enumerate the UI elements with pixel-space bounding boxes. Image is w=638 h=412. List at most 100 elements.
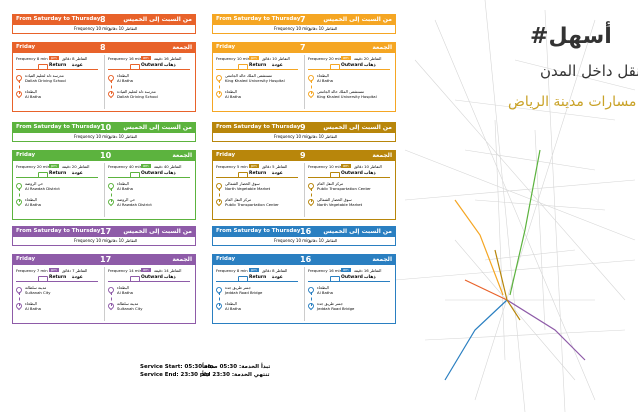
route-number: 9 bbox=[300, 123, 306, 132]
stop-en: North Vegetable Market bbox=[225, 186, 271, 191]
stop-ar: مركز النقل العام bbox=[317, 181, 344, 186]
direction-line bbox=[308, 281, 390, 282]
friday-number: 7 bbox=[300, 43, 306, 52]
weekday-freq-box bbox=[212, 133, 396, 142]
stop-ar: جسر طريق جدة bbox=[225, 285, 251, 290]
freq-badge: am bbox=[341, 55, 351, 60]
direction-en: Outward bbox=[341, 275, 363, 280]
stop-en: Al Rawdah District bbox=[117, 202, 152, 207]
friday-freq-en: Frequency 8 min bbox=[16, 56, 48, 61]
stop-link bbox=[310, 80, 312, 94]
friday-box bbox=[12, 53, 196, 112]
service-start: Service Start: 05:30 am bbox=[140, 364, 214, 370]
bus-icon bbox=[330, 172, 340, 178]
stop-ar: البطحاء bbox=[25, 197, 37, 202]
direction-ar: عودة bbox=[72, 171, 83, 176]
friday-ar: الجمعة bbox=[372, 256, 392, 263]
bus-icon bbox=[238, 172, 248, 178]
weekday-bar bbox=[12, 226, 196, 237]
friday-ar: الجمعة bbox=[172, 44, 192, 51]
friday-box bbox=[12, 265, 196, 324]
friday-freq-ar: التقاطر 16 دقيقة bbox=[154, 56, 182, 61]
stop-en: Al Batha bbox=[317, 290, 334, 295]
map bbox=[395, 0, 636, 412]
stop-ar: البطحاء bbox=[25, 89, 37, 94]
friday-ar: الجمعة bbox=[372, 44, 392, 51]
friday-freq-ar: التقاطر 16 دقيقة bbox=[354, 268, 382, 273]
divider bbox=[104, 55, 105, 109]
divider bbox=[104, 163, 105, 217]
direction-line bbox=[108, 69, 190, 70]
bus-icon bbox=[330, 64, 340, 70]
stop-en: Jeddah Road Bridge bbox=[225, 290, 263, 295]
stop-ar: البطحاء bbox=[317, 285, 329, 290]
freq-badge: pm bbox=[49, 267, 59, 272]
friday-number: 16 bbox=[300, 255, 312, 264]
weekday-ar: من السبت إلى الخميس bbox=[123, 124, 192, 131]
weekday-freq-box bbox=[12, 133, 196, 142]
stop-ar: جسر طريق جدة bbox=[317, 301, 343, 306]
stop-en: Al Batha bbox=[25, 306, 42, 311]
friday-freq-en: Frequency 14 min bbox=[108, 268, 143, 273]
friday-freq-en: Frequency 20 min bbox=[16, 164, 51, 169]
direction-line bbox=[308, 177, 390, 178]
direction-ar: عودة bbox=[272, 275, 283, 280]
weekday-en: From Saturday to Thursday bbox=[216, 124, 301, 130]
weekday-freq-en: Frequency 10 min bbox=[274, 134, 310, 139]
stop-link bbox=[18, 80, 20, 94]
weekday-freq-en: Frequency 10 min bbox=[274, 26, 310, 31]
service-end: Service End: 23:30 pm bbox=[140, 372, 210, 378]
stop-ar: البطحاء bbox=[317, 73, 329, 78]
freq-badge: pm bbox=[49, 163, 59, 168]
friday-freq-ar: التقاطر 8 دقائق bbox=[262, 268, 288, 273]
weekday-freq-box bbox=[12, 25, 196, 34]
weekday-bar bbox=[12, 122, 196, 133]
stop-ar: حي الروضة bbox=[25, 181, 44, 186]
route-number: 7 bbox=[300, 15, 306, 24]
friday-ar: الجمعة bbox=[372, 152, 392, 159]
direction-ar: ذهاب bbox=[164, 171, 176, 176]
stop-ar: مدينة سلطانة bbox=[25, 285, 47, 290]
stop-en: Al Batha bbox=[117, 186, 134, 191]
stop-link bbox=[218, 188, 220, 202]
direction-ar: ذهاب bbox=[364, 63, 376, 68]
friday-freq-en: Frequency 5 min bbox=[216, 164, 248, 169]
direction-en: Outward bbox=[141, 63, 163, 68]
direction-en: Outward bbox=[141, 275, 163, 280]
friday-bar bbox=[12, 150, 196, 161]
friday-number: 10 bbox=[100, 151, 112, 160]
weekday-bar bbox=[12, 14, 196, 25]
direction-ar: ذهاب bbox=[164, 275, 176, 280]
weekday-bar bbox=[212, 122, 396, 133]
friday-number: 8 bbox=[100, 43, 106, 52]
divider bbox=[304, 55, 305, 109]
friday-freq-ar: التقاطر 40 دقيقة bbox=[154, 164, 182, 169]
weekday-ar: من السبت إلى الخميس bbox=[323, 228, 392, 235]
stop-ar: حي الروضة bbox=[117, 197, 136, 202]
freq-badge: am bbox=[341, 163, 351, 168]
friday-en: Friday bbox=[16, 44, 36, 50]
divider bbox=[304, 163, 305, 217]
friday-freq-ar: التقاطر 7 دقائق bbox=[62, 268, 88, 273]
stop-ar: مستشفى الملك خالد الجامعي bbox=[225, 73, 273, 78]
freq-badge: pm bbox=[249, 267, 259, 272]
service-start-ar: تبدأ الخدمة: 05:30 صباحاً bbox=[202, 364, 271, 370]
stop-ar: البطحاء bbox=[117, 181, 129, 186]
weekday-freq-box bbox=[212, 25, 396, 34]
freq-badge: am bbox=[141, 163, 151, 168]
stop-ar: البطحاء bbox=[25, 301, 37, 306]
stop-ar: مدرسة دلة لتعليم القيادة bbox=[25, 73, 64, 78]
stop-link bbox=[110, 188, 112, 202]
friday-freq-en: Frequency 10 min bbox=[308, 164, 343, 169]
service-end-ar: تنتهي الخدمة: 23:30 ليلاً bbox=[202, 372, 270, 378]
bus-icon bbox=[38, 172, 48, 178]
direction-en: Return bbox=[249, 63, 267, 68]
stop-link bbox=[218, 80, 220, 94]
bus-icon bbox=[238, 276, 248, 282]
subtitle: النقل داخل المدن bbox=[540, 62, 638, 80]
friday-bar bbox=[212, 42, 396, 53]
weekday-freq-en: Frequency 10 min bbox=[274, 238, 310, 243]
divider bbox=[304, 267, 305, 321]
bus-icon bbox=[238, 64, 248, 70]
direction-ar: عودة bbox=[272, 171, 283, 176]
